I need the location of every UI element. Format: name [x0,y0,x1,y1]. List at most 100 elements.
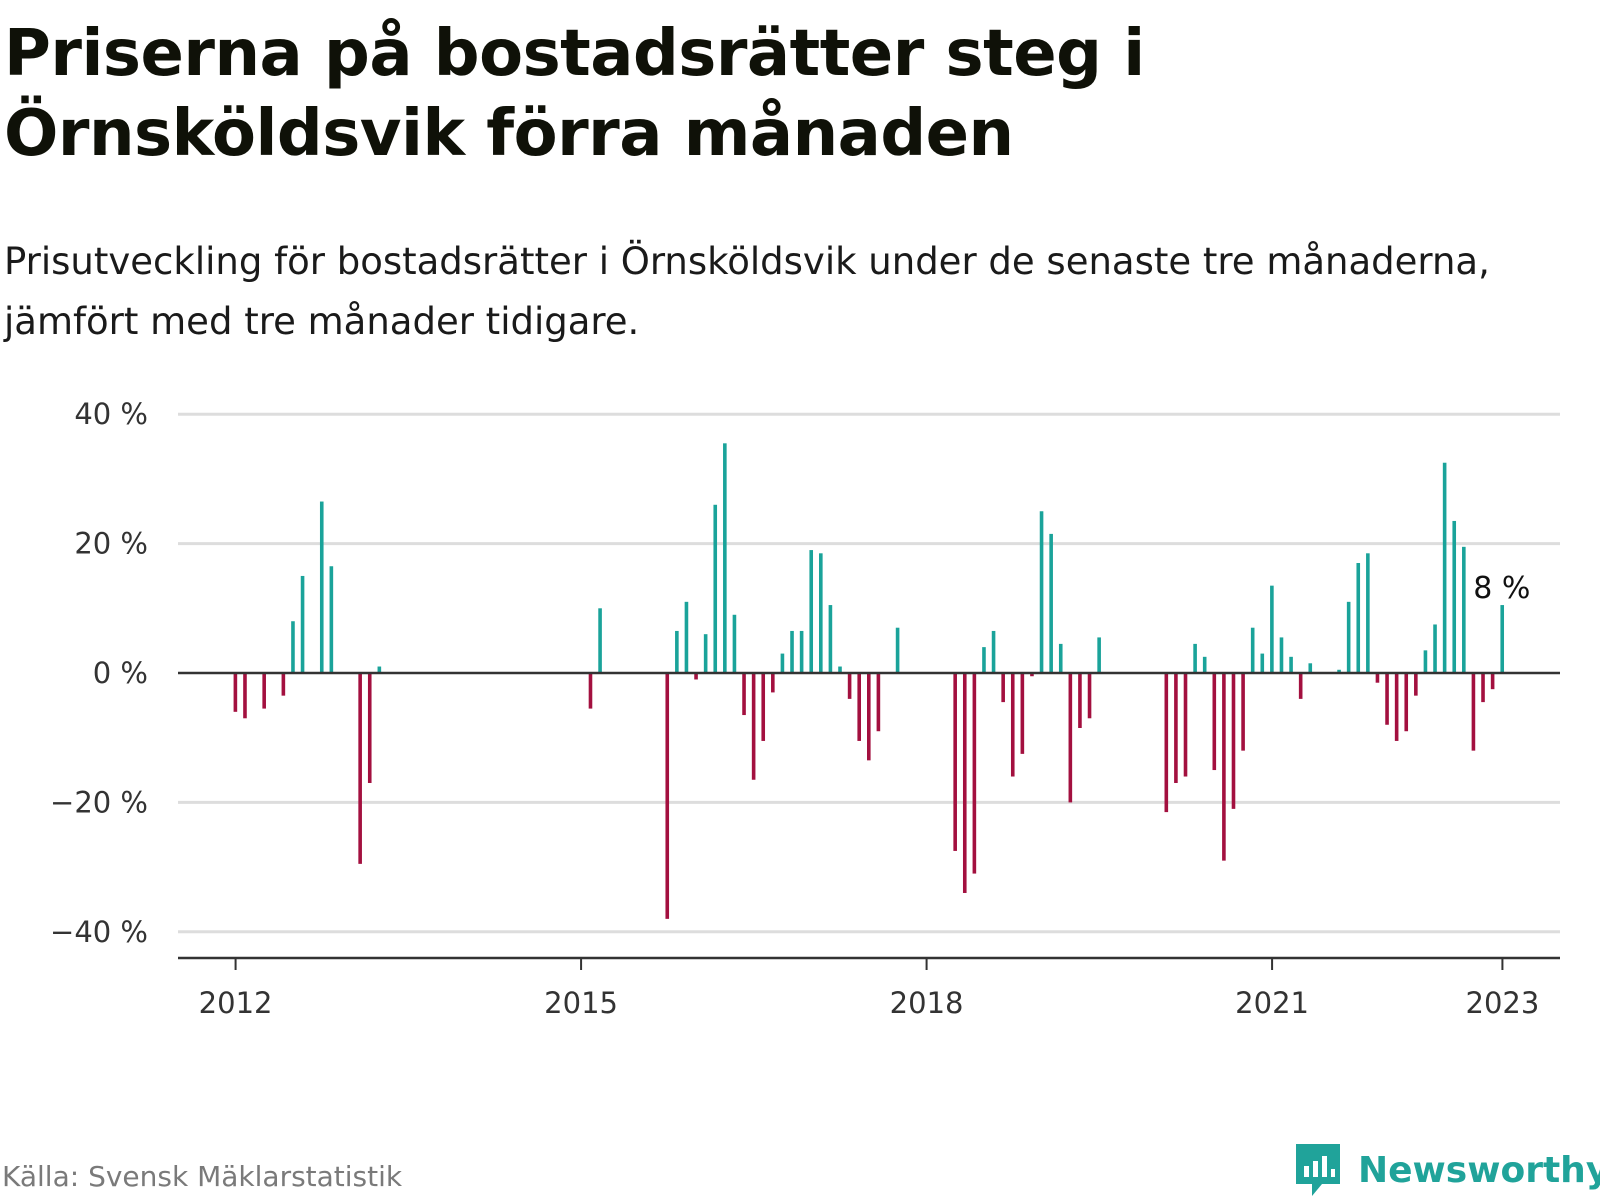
x-tick-label: 2018 [890,986,964,1020]
bar [982,647,986,673]
bar [1241,673,1245,751]
bar [867,673,871,761]
bar [1500,605,1505,673]
bar [262,673,266,709]
bar [1394,673,1399,741]
bar-chart: 40 % 20 % 0 % −20 % −40 % 2012 2015 2018 2021 202… [50,397,1560,1020]
bar [694,673,698,680]
bar [953,673,957,851]
brand-name: Newsworthy [1358,1149,1600,1191]
y-tick-label: 40 % [74,397,148,431]
bar [1298,673,1303,699]
chart-subtitle: Prisutveckling för bostadsrätter i Örnsk… [4,240,1490,343]
bar [895,627,900,673]
bar [1212,673,1217,771]
bar [319,501,324,673]
bar [1452,520,1457,673]
bar [991,630,996,673]
bar [1183,673,1188,777]
bar [723,443,727,673]
bar [847,673,852,699]
bar [1078,673,1082,728]
x-tick-label: 2023 [1466,986,1540,1020]
bar [1462,546,1466,673]
bar [1020,673,1025,754]
y-tick-label: 0 % [93,656,148,690]
bar [1164,673,1169,813]
bar [799,630,804,673]
bar [1279,637,1284,673]
bar [243,673,247,719]
bar [291,621,295,673]
bar [1068,673,1073,803]
bar [1174,673,1178,783]
grid-layer [178,412,1560,934]
bar [819,553,823,673]
bar [1481,673,1485,703]
bar [1193,643,1197,673]
x-tick-label: 2015 [544,986,618,1020]
bar [876,673,881,732]
bar [281,673,286,696]
bar [1030,673,1034,677]
bar [838,666,842,673]
bar [972,673,977,874]
bar [1202,656,1207,673]
bar [367,673,372,783]
bar [1356,563,1361,673]
value-annotation: 8 % [1473,571,1530,606]
bar [1308,663,1313,673]
bar [665,673,670,919]
bar [857,673,862,741]
bar [377,666,382,673]
bar [1058,643,1063,673]
bar [588,673,593,709]
bar [1471,673,1476,751]
bar [675,630,679,673]
bar [1375,673,1380,683]
bar [1490,673,1495,690]
bar [233,673,238,712]
bar [1270,585,1274,673]
y-tick-label: −40 % [50,915,148,949]
bar [1366,553,1370,673]
bar [962,673,967,893]
x-tick-label: 2012 [199,986,273,1020]
bar [1250,627,1255,673]
bar [703,634,708,673]
bar-layer [233,443,1505,919]
source-credit: Källa: Svensk Mäklarstatistik [2,1160,403,1193]
bar [1087,673,1092,719]
bar [771,673,775,693]
bar [1442,462,1447,673]
bar [1097,637,1101,673]
bar [1346,601,1351,673]
newsworthy-logo-icon [1296,1144,1340,1196]
bar [1222,673,1226,861]
bar [790,630,794,673]
bar [1289,656,1293,673]
axis-layer: 40 % 20 % 0 % −20 % −40 % 2012 2015 2018 2021 202… [50,397,1560,1020]
bar [358,673,362,864]
bar [1404,673,1409,732]
bar [751,673,756,780]
y-tick-label: 20 % [74,527,148,561]
x-tick-label: 2021 [1235,986,1309,1020]
bar [713,504,718,673]
bar [761,673,766,741]
bar [1433,624,1437,673]
bar [780,653,785,673]
bar [598,608,602,673]
bar [1039,511,1044,673]
bar [1414,673,1418,696]
bar [300,575,305,673]
bar [742,673,746,716]
bar [809,550,814,673]
bar [1049,533,1053,673]
bar [1010,673,1015,777]
bar [732,614,737,673]
bar [1337,669,1341,673]
bar [1423,650,1428,673]
bar [828,605,833,673]
bar [329,566,334,673]
